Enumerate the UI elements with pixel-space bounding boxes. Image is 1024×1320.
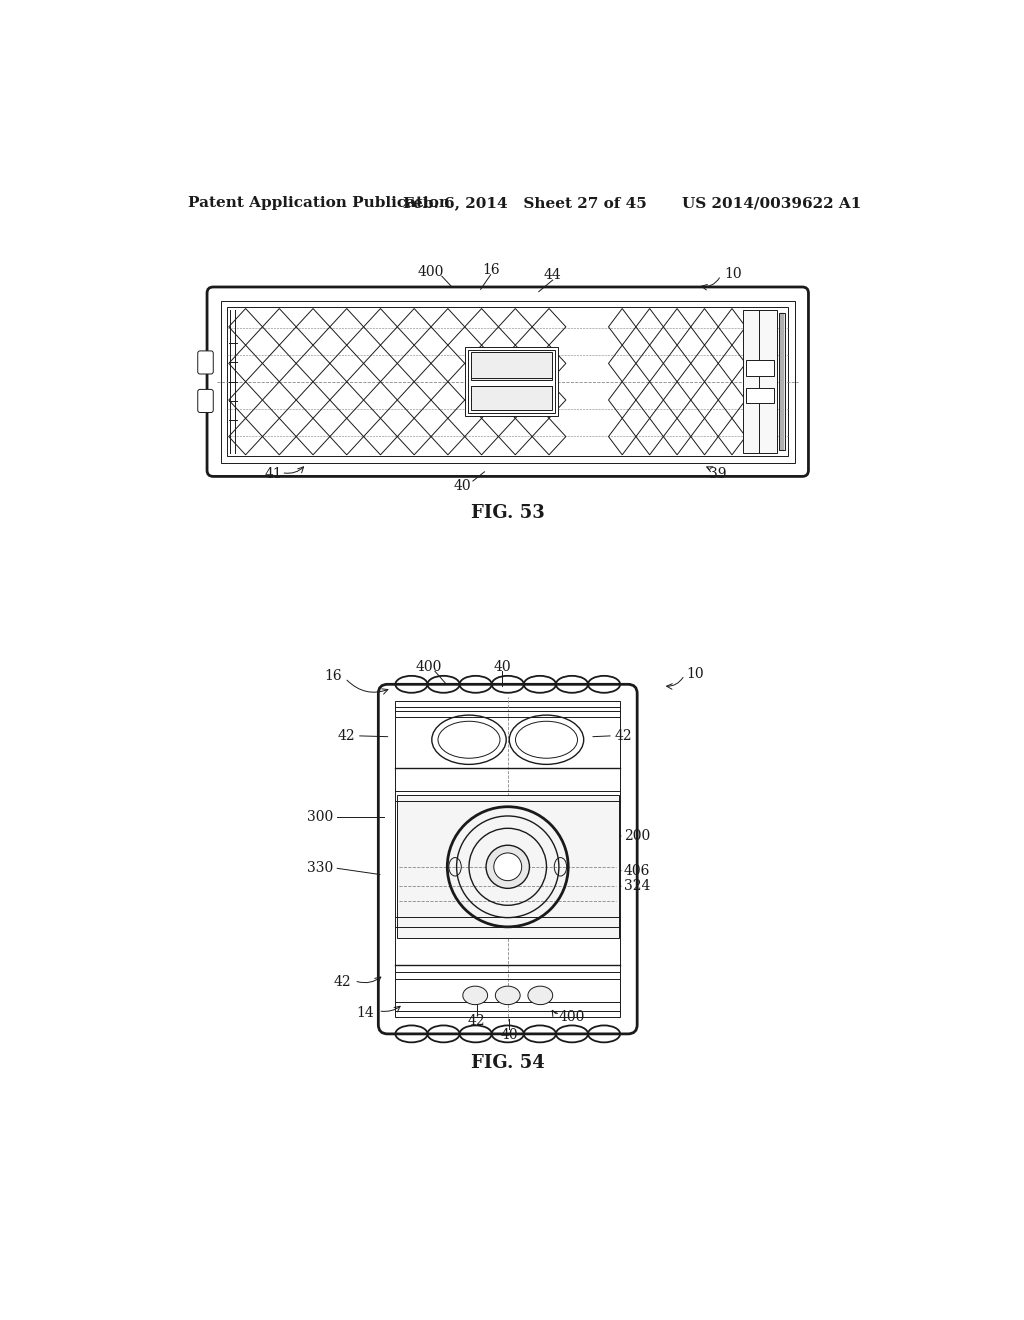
Text: 40: 40 xyxy=(454,479,472,492)
Bar xyxy=(471,385,552,411)
Text: US 2014/0039622 A1: US 2014/0039622 A1 xyxy=(682,197,861,210)
Text: 400: 400 xyxy=(417,265,443,280)
Bar xyxy=(221,301,795,462)
Bar xyxy=(465,347,558,416)
FancyBboxPatch shape xyxy=(198,389,213,412)
Text: FIG. 54: FIG. 54 xyxy=(471,1055,545,1072)
Text: 16: 16 xyxy=(325,669,342,682)
Ellipse shape xyxy=(496,986,520,1005)
Text: 41: 41 xyxy=(265,467,283,480)
Text: 16: 16 xyxy=(482,263,500,277)
Text: 44: 44 xyxy=(544,268,561,282)
Text: Feb. 6, 2014   Sheet 27 of 45: Feb. 6, 2014 Sheet 27 of 45 xyxy=(402,197,647,210)
Bar xyxy=(743,310,777,453)
Text: 40: 40 xyxy=(494,660,511,673)
Text: 400: 400 xyxy=(416,660,442,673)
Text: 324: 324 xyxy=(624,879,650,894)
Ellipse shape xyxy=(486,845,529,888)
FancyBboxPatch shape xyxy=(198,351,213,374)
Bar xyxy=(746,388,774,404)
Ellipse shape xyxy=(463,986,487,1005)
Bar xyxy=(397,795,618,939)
Text: 40: 40 xyxy=(501,1028,518,1041)
Text: 42: 42 xyxy=(338,729,355,743)
Ellipse shape xyxy=(528,986,553,1005)
Bar xyxy=(746,360,774,376)
Text: 300: 300 xyxy=(307,809,334,824)
Text: 400: 400 xyxy=(558,1010,585,1024)
Text: 42: 42 xyxy=(468,1014,485,1028)
Text: 14: 14 xyxy=(356,1006,375,1020)
Bar xyxy=(471,352,552,380)
Bar xyxy=(227,308,788,457)
Bar xyxy=(395,701,621,1016)
Text: 200: 200 xyxy=(624,829,650,843)
Text: 42: 42 xyxy=(614,729,633,743)
FancyBboxPatch shape xyxy=(378,684,637,1034)
Ellipse shape xyxy=(494,853,521,880)
Bar xyxy=(779,313,785,450)
Text: 42: 42 xyxy=(334,975,351,989)
Text: 10: 10 xyxy=(686,668,703,681)
Text: 39: 39 xyxy=(710,467,727,480)
FancyBboxPatch shape xyxy=(207,286,809,477)
Text: 406: 406 xyxy=(624,863,650,878)
Text: 330: 330 xyxy=(307,862,334,875)
Text: Patent Application Publication: Patent Application Publication xyxy=(188,197,451,210)
Text: 10: 10 xyxy=(725,267,742,281)
Text: FIG. 53: FIG. 53 xyxy=(471,504,545,521)
Bar xyxy=(468,350,555,413)
